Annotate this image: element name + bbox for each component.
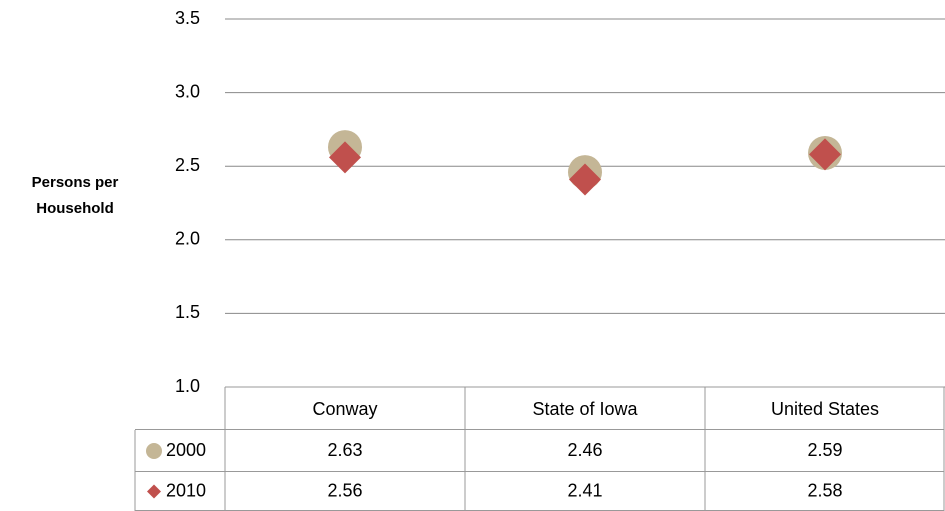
y-tick-label: 1.5 — [175, 302, 200, 322]
y-tick-label: 3.5 — [175, 8, 200, 28]
marker-2010 — [569, 163, 601, 196]
table-value: 2.46 — [567, 440, 602, 460]
y-tick-label: 1.0 — [175, 376, 200, 396]
legend-marker — [147, 484, 161, 499]
table-value: 2.58 — [807, 480, 842, 500]
table-value: 2.41 — [567, 480, 602, 500]
legend-label: 2000 — [166, 440, 206, 460]
marker-2010 — [329, 141, 361, 174]
table-value: 2.59 — [807, 440, 842, 460]
x-tick-label: Conway — [312, 399, 377, 419]
table-value: 2.56 — [327, 480, 362, 500]
y-axis-title: Persons per Household — [31, 174, 119, 217]
legend-marker — [146, 443, 162, 459]
x-tick-label: United States — [771, 399, 879, 419]
x-tick-label: State of Iowa — [532, 399, 638, 419]
legend-label: 2010 — [166, 480, 206, 500]
y-tick-label: 2.0 — [175, 229, 200, 249]
y-tick-label: 2.5 — [175, 155, 200, 175]
marker-2010 — [809, 138, 841, 171]
table-value: 2.63 — [327, 440, 362, 460]
y-tick-label: 3.0 — [175, 81, 200, 101]
